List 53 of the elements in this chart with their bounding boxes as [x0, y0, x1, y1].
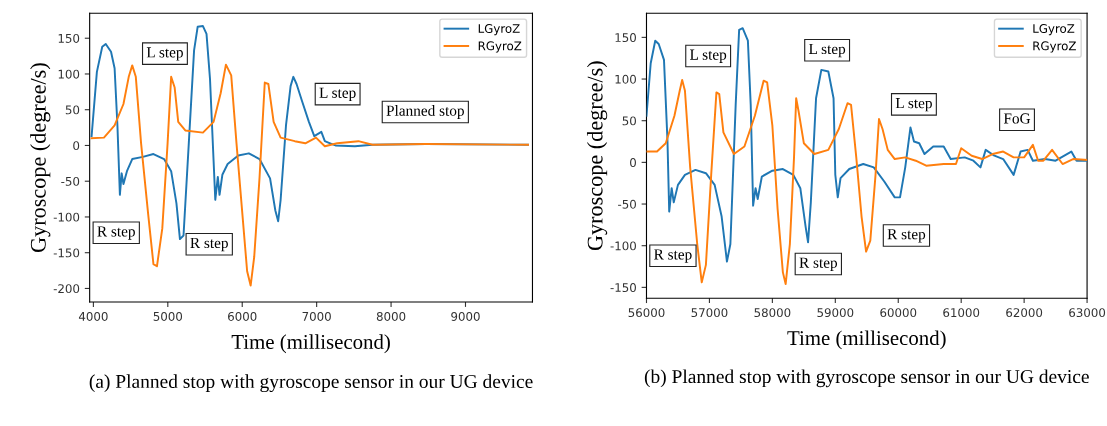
annotation: L step — [319, 87, 356, 102]
legend-label: RGyroZ — [478, 41, 522, 53]
y-tick-label: -100 — [610, 241, 636, 251]
annotation: L step — [690, 49, 727, 63]
x-tick-label: 4000 — [78, 311, 108, 321]
annotation: L step — [808, 43, 846, 58]
y-tick-label: 100 — [58, 69, 80, 79]
text: (a) Planned stop with gyroscope sensor in our UG device — [89, 374, 533, 393]
annotation: L step — [146, 47, 183, 61]
y-tick-label: -50 — [61, 176, 80, 186]
x-tick-label: 61000 — [943, 308, 980, 318]
x-tick-label: 6000 — [228, 311, 257, 321]
x-tick-label: 63000 — [1069, 308, 1106, 318]
y-tick-label: 150 — [58, 33, 80, 43]
x-axis-title: Time (millisecond) — [231, 334, 390, 354]
annotation: R step — [887, 229, 926, 243]
text: (b) Planned stop with gyroscope sensor in our UG device — [644, 369, 1089, 388]
line-series — [90, 63, 529, 287]
legend-label: LGyroZ — [478, 24, 520, 36]
y-axis-title: Gyroscope (degree/s) — [586, 61, 608, 251]
x-tick-label: 8000 — [376, 311, 406, 321]
y-tick-label: -100 — [53, 212, 80, 222]
y-tick-label: 50 — [622, 116, 636, 126]
x-tick-label: 62000 — [1006, 308, 1043, 318]
legend-label: LGyroZ — [1033, 24, 1075, 36]
annotation: R step — [654, 249, 692, 263]
y-tick-label: 100 — [615, 74, 636, 84]
x-axis-title: Time (millisecond) — [787, 330, 946, 350]
y-tick-label: -150 — [53, 248, 80, 258]
annotation: L step — [895, 98, 932, 112]
y-tick-label: 150 — [615, 33, 636, 43]
annotation: R step — [799, 257, 838, 271]
y-tick-label: 0 — [73, 141, 80, 151]
line-series — [646, 78, 1088, 285]
x-tick-label: 9000 — [451, 311, 480, 321]
y-tick-label: 50 — [65, 105, 80, 115]
x-tick-label: 56000 — [628, 308, 665, 318]
annotation: R step — [190, 237, 228, 252]
x-tick-label: 58000 — [754, 308, 791, 318]
x-tick-label: 59000 — [817, 308, 854, 318]
x-tick-label: 5000 — [153, 311, 183, 321]
annotation: R step — [97, 226, 135, 240]
legend-label: RGyroZ — [1033, 41, 1076, 53]
y-tick-label: 0 — [630, 158, 636, 168]
y-tick-label: -150 — [610, 283, 636, 293]
annotation: FoG — [1003, 113, 1031, 124]
x-tick-label: 60000 — [880, 308, 917, 318]
y-tick-label: -50 — [618, 199, 636, 209]
y-axis-title: Gyroscope (degree/s) — [30, 63, 51, 253]
x-tick-label: 7000 — [302, 311, 331, 321]
annotation: Planned stop — [386, 105, 464, 119]
x-tick-label: 57000 — [691, 308, 728, 318]
y-tick-label: -200 — [53, 284, 80, 294]
